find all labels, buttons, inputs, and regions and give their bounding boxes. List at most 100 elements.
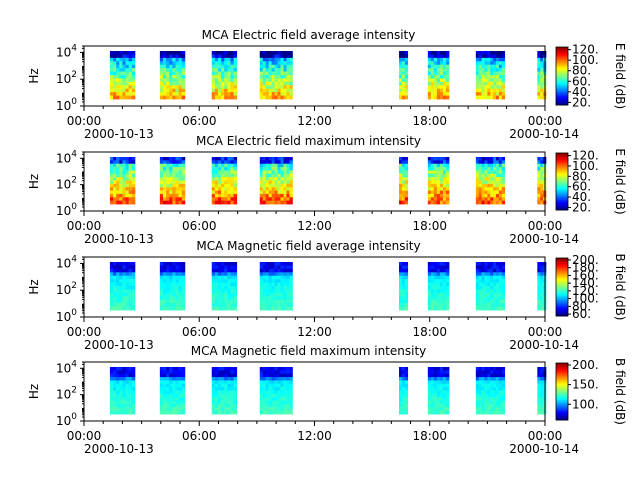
heatmap-cell [178, 68, 183, 72]
heatmap-cell [262, 380, 267, 385]
heatmap-cell [265, 200, 270, 205]
heatmap-cell [109, 167, 114, 171]
heatmap-cell [487, 377, 491, 381]
heatmap-cell [475, 71, 480, 76]
heatmap-cell [478, 92, 483, 96]
heatmap-cell [262, 393, 267, 398]
heatmap-cell [169, 183, 173, 188]
heatmap-cell [162, 373, 167, 378]
heatmap-cell [162, 400, 167, 405]
heatmap-cell [427, 190, 432, 195]
colorbar-segment [556, 265, 568, 268]
heatmap-cell [493, 390, 497, 395]
heatmap-cell [399, 64, 403, 69]
heatmap-cell [230, 183, 234, 188]
heatmap-cell [113, 157, 117, 161]
heatmap-cell [401, 380, 406, 385]
heatmap-cell [211, 403, 216, 408]
heatmap-cell [172, 393, 176, 398]
heatmap-cell [475, 78, 480, 83]
heatmap-cell [442, 299, 447, 304]
heatmap-cell [233, 167, 238, 171]
heatmap-cell [119, 387, 123, 391]
heatmap-cell [540, 54, 544, 59]
heatmap-cell [401, 177, 406, 181]
heatmap-cell [181, 303, 186, 307]
heatmap-cell [128, 387, 133, 391]
spectrogram-block [259, 367, 293, 415]
heatmap-cell [481, 190, 485, 195]
heatmap-cell [427, 275, 432, 280]
heatmap-cell [259, 407, 264, 412]
heatmap-cell [122, 160, 126, 165]
heatmap-cell [268, 187, 273, 191]
heatmap-cell [433, 299, 438, 304]
heatmap-cell [259, 286, 264, 290]
heatmap-cell [211, 380, 216, 385]
heatmap-cell [113, 306, 117, 311]
heatmap-cell [159, 370, 164, 375]
heatmap-cell [487, 262, 491, 266]
heatmap-cell [493, 380, 497, 385]
heatmap-cell [169, 407, 173, 412]
heatmap-cell [484, 289, 488, 294]
heatmap-cell [109, 193, 114, 198]
heatmap-cell [496, 272, 500, 277]
heatmap-cell [498, 373, 503, 378]
heatmap-cell [233, 57, 238, 62]
heatmap-cell [289, 51, 293, 55]
heatmap-cell [490, 54, 494, 59]
colorbar-segment [556, 162, 568, 165]
heatmap-cell [172, 177, 176, 181]
heatmap-cell [172, 187, 176, 191]
panel-1: MCA Electric field average intensityHz10… [27, 28, 627, 141]
heatmap-cell [166, 157, 170, 161]
colorbar-segment [556, 103, 568, 106]
heatmap-cell [271, 400, 275, 405]
heatmap-cell [217, 197, 222, 202]
heatmap-cell [162, 54, 167, 59]
colorbar-tick-label: 20. [572, 200, 591, 214]
heatmap-cell [113, 51, 117, 55]
heatmap-cell [221, 54, 225, 59]
heatmap-cell [131, 64, 136, 69]
heatmap-cell [224, 268, 228, 273]
heatmap-cell [436, 197, 441, 202]
heatmap-cell [430, 200, 435, 205]
heatmap-cell [445, 410, 450, 415]
heatmap-cell [172, 279, 176, 283]
heatmap-cell [445, 78, 450, 83]
heatmap-cell [262, 289, 267, 294]
heatmap-cell [181, 78, 186, 83]
heatmap-cell [162, 78, 167, 83]
heatmap-cell [259, 57, 264, 62]
heatmap-cell [401, 279, 406, 283]
heatmap-cell [172, 200, 176, 205]
heatmap-cell [289, 262, 293, 266]
colorbar-segment [556, 175, 568, 178]
heatmap-cell [439, 377, 444, 381]
colorbar-segment [556, 281, 568, 284]
heatmap-cell [496, 275, 500, 280]
heatmap-cell [230, 407, 234, 412]
spectrogram-block [399, 51, 409, 100]
heatmap-cell [125, 170, 130, 175]
heatmap-cell [268, 173, 273, 178]
heatmap-cell [227, 81, 231, 86]
heatmap-cell [162, 197, 167, 202]
heatmap-cell [211, 193, 216, 198]
heatmap-cell [227, 306, 231, 311]
heatmap-cell [289, 95, 293, 100]
heatmap-cell [493, 268, 497, 273]
heatmap-cell [496, 173, 500, 178]
heatmap-cell [501, 200, 506, 205]
heatmap-cell [268, 75, 273, 79]
heatmap-cell [217, 377, 222, 381]
heatmap-cell [169, 163, 173, 168]
heatmap-cell [433, 383, 438, 388]
heatmap-cell [262, 193, 267, 198]
heatmap-cell [478, 279, 483, 283]
heatmap-cell [493, 289, 497, 294]
colorbar-segment [556, 305, 568, 308]
heatmap-cell [166, 282, 170, 287]
